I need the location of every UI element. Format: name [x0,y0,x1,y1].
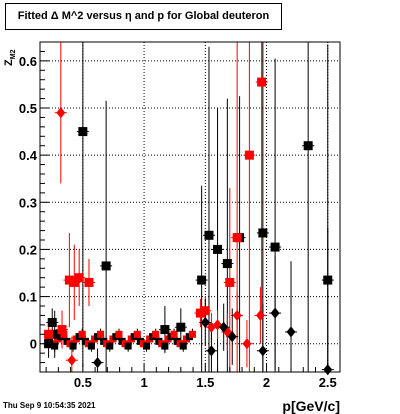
data-point-diamond [93,356,103,369]
data-point-diamond [67,354,77,366]
data-point-square [213,244,223,254]
data-point-square [115,330,123,338]
x-tick-label: 0.5 [74,375,92,390]
data-point-square [195,308,205,318]
data-point-square [97,330,105,338]
plot-frame [39,41,341,373]
data-point-square [161,342,169,350]
data-point-diamond [270,307,280,319]
chart-title: Fitted Δ M^2 versus η and p for Global d… [17,10,270,22]
data-point-square [78,330,86,338]
y-tick-label: 0 [30,337,37,352]
data-point-square [160,325,170,335]
y-tick-label: 0.2 [19,242,37,257]
data-point-square [244,150,254,160]
data-point-diamond [242,338,252,350]
data-point-square [50,329,60,339]
data-point-square [179,342,187,350]
data-point-square [197,275,207,285]
data-point-diamond [232,309,242,322]
data-point-square [51,342,59,350]
data-point-square [232,233,242,243]
data-point-diamond [258,345,268,357]
data-point-square [257,77,267,87]
data-point-square [84,277,94,287]
data-markers [44,77,333,376]
data-point-square [64,275,74,285]
data-point-square [204,230,214,240]
data-point-square [303,141,313,151]
data-point-square [57,325,67,335]
data-point-square [225,277,235,287]
data-point-square [47,318,57,327]
data-point-square [101,261,111,271]
timestamp: Thu Sep 9 10:54:35 2021 [3,401,96,410]
y-tick-label: 0.4 [19,148,38,163]
data-point-square [270,242,280,252]
x-tick-label: 2 [263,375,270,390]
data-point-square [152,330,160,338]
data-point-square [200,306,210,316]
data-point-square [133,330,141,338]
data-point-square [60,330,68,338]
y-tick-label: 0.6 [19,54,37,69]
data-point-square [78,127,88,137]
x-tick-label: 2.5 [319,375,337,390]
data-point-square [222,259,232,269]
y-tick-label: 0.5 [19,101,37,116]
data-point-diamond [227,331,237,343]
data-point-diamond [200,316,210,329]
data-point-square [69,277,79,287]
data-point-diamond [286,326,296,338]
data-point-square [176,322,186,332]
data-point-square [87,342,95,350]
data-point-square [106,342,114,350]
data-point-diamond [206,321,216,333]
chart-title-box: Fitted Δ M^2 versus η and p for Global d… [5,3,282,30]
data-point-square [69,342,77,350]
grid [40,42,340,372]
data-point-square [44,329,54,339]
data-point-diamond [206,345,216,357]
data-point-diamond [56,107,66,119]
data-point-square [74,273,84,283]
error-bars [42,42,334,372]
data-point-square [188,330,196,338]
data-point-square [258,228,268,238]
y-tick-label: 0.1 [19,290,37,305]
data-point-square [143,342,151,350]
data-point-square [124,342,132,350]
x-tick-label: 1 [140,375,147,390]
data-point-square [170,330,178,338]
axes: 0.5 1 1.5 2 2.5 0 0.1 0.2 0.3 0.4 0.5 0.6 [19,41,341,390]
y-tick-label: 0.3 [19,195,37,210]
x-tick-label: 1.5 [196,375,214,390]
y-axis-label: ZM2 [3,49,17,66]
data-point-diamond [255,309,265,322]
x-axis-label: p[GeV/c] [282,398,340,414]
data-point-diamond [219,321,229,333]
data-point-square [323,275,333,285]
